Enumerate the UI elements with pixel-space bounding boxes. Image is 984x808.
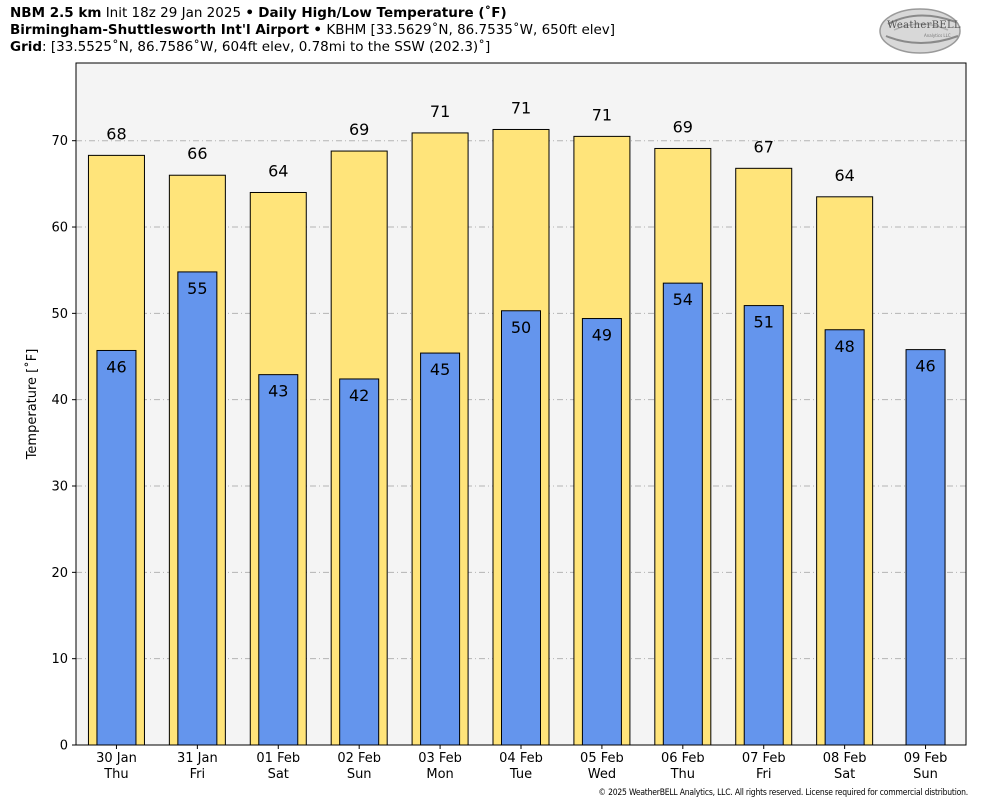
x-tick-day: Sun (347, 767, 372, 782)
x-tick-date: 05 Feb (580, 751, 624, 766)
low-temp-bar (420, 352, 461, 746)
low-temp-label: 55 (187, 279, 207, 298)
low-temp-bar (258, 374, 299, 746)
x-tick-day: Wed (588, 767, 616, 782)
logo-swirl-icon (879, 8, 961, 54)
y-tick-label: 70 (51, 134, 68, 149)
y-axis: 0 10 20 30 40 50 60 70 (51, 134, 76, 754)
high-temp-label: 69 (673, 117, 693, 136)
grid-label: Grid (10, 39, 43, 55)
x-tick-day: Sun (913, 767, 938, 782)
high-temp-label: 68 (106, 124, 126, 143)
low-temp-label: 50 (511, 318, 531, 337)
low-temp-bar (501, 310, 541, 746)
copyright-notice: © 2025 WeatherBELL Analytics, LLC. All r… (598, 788, 968, 798)
low-temp-label: 54 (673, 290, 693, 309)
y-tick-label: 40 (51, 393, 68, 408)
x-tick-date: 06 Feb (661, 751, 705, 766)
low-temp-label: 46 (106, 357, 126, 376)
separator: • (313, 22, 323, 38)
low-temp-label: 49 (592, 326, 612, 345)
logo-subtext: Analytics LLC (924, 33, 951, 38)
header-line-2: Birmingham-Shuttlesworth Int'l Airport •… (10, 22, 615, 39)
high-temp-label: 71 (592, 105, 612, 124)
chart-header: NBM 2.5 km Init 18z 29 Jan 2025 • Daily … (10, 5, 615, 56)
low-temp-bar (743, 305, 784, 746)
x-tick-date: 08 Feb (823, 751, 867, 766)
low-temp-label: 43 (268, 382, 288, 401)
header-line-1: NBM 2.5 km Init 18z 29 Jan 2025 • Daily … (10, 5, 615, 22)
x-tick-date: 30 Jan (96, 751, 137, 766)
low-temp-bar (824, 329, 865, 746)
y-tick-label: 50 (51, 307, 68, 322)
product-name: Daily High/Low Temperature (˚F) (258, 5, 507, 21)
header-line-3: Grid: [33.5525˚N, 86.7586˚W, 604ft elev,… (10, 39, 615, 56)
high-temp-label: 64 (834, 166, 854, 185)
x-tick-day: Thu (670, 767, 695, 782)
y-tick-label: 0 (60, 739, 68, 754)
low-temp-label: 51 (754, 313, 774, 332)
low-temp-bar (581, 318, 622, 746)
station-details: KBHM [33.5629˚N, 86.7535˚W, 650ft elev] (326, 22, 616, 38)
weatherbell-logo: WeatherBELL Analytics LLC (878, 6, 970, 56)
low-temp-label: 46 (915, 357, 935, 376)
x-tick-day: Fri (190, 767, 206, 782)
high-temp-label: 67 (754, 137, 774, 156)
x-tick-day: Tue (509, 767, 532, 782)
high-temp-label: 66 (187, 144, 207, 163)
low-temp-bar (96, 349, 137, 746)
x-tick-day: Fri (756, 767, 772, 782)
station-name: Birmingham-Shuttlesworth Int'l Airport (10, 22, 310, 38)
y-tick-label: 30 (51, 480, 68, 495)
low-temp-bar (905, 349, 946, 746)
low-temp-label: 42 (349, 386, 369, 405)
x-tick-day: Sat (834, 767, 855, 782)
low-temperature-bars (96, 271, 946, 746)
y-tick-label: 10 (51, 652, 68, 667)
x-tick-day: Thu (103, 767, 128, 782)
y-tick-label: 60 (51, 221, 68, 236)
high-temp-label: 71 (430, 102, 450, 121)
x-tick-date: 31 Jan (177, 751, 218, 766)
y-tick-label: 20 (51, 566, 68, 581)
x-tick-date: 07 Feb (742, 751, 786, 766)
x-tick-date: 04 Feb (499, 751, 543, 766)
high-temp-label: 64 (268, 161, 288, 180)
high-temp-label: 71 (511, 98, 531, 117)
low-temp-bar (339, 378, 380, 746)
low-temp-bar (662, 282, 703, 746)
low-temp-label: 45 (430, 360, 450, 379)
separator: • (245, 5, 254, 21)
low-temp-bar (177, 271, 218, 746)
y-axis-label: Temperature [˚F] (24, 349, 40, 461)
high-temp-label: 69 (349, 120, 369, 139)
grid-details: : [33.5525˚N, 86.7586˚W, 604ft elev, 0.7… (42, 39, 491, 55)
x-tick-day: Mon (426, 767, 453, 782)
low-temp-label: 48 (834, 337, 854, 356)
x-tick-date: 01 Feb (256, 751, 300, 766)
bar-value-labels: 68 46 66 55 64 43 69 42 71 45 71 50 71 49 69 54 67 51 64 48… (106, 98, 935, 404)
x-tick-date: 09 Feb (904, 751, 948, 766)
x-tick-date: 02 Feb (337, 751, 381, 766)
model-name: NBM 2.5 km (10, 5, 102, 21)
x-tick-date: 03 Feb (418, 751, 462, 766)
init-time: Init 18z 29 Jan 2025 (105, 5, 242, 21)
logo-text: WeatherBELL (887, 20, 961, 31)
x-tick-day: Sat (268, 767, 289, 782)
